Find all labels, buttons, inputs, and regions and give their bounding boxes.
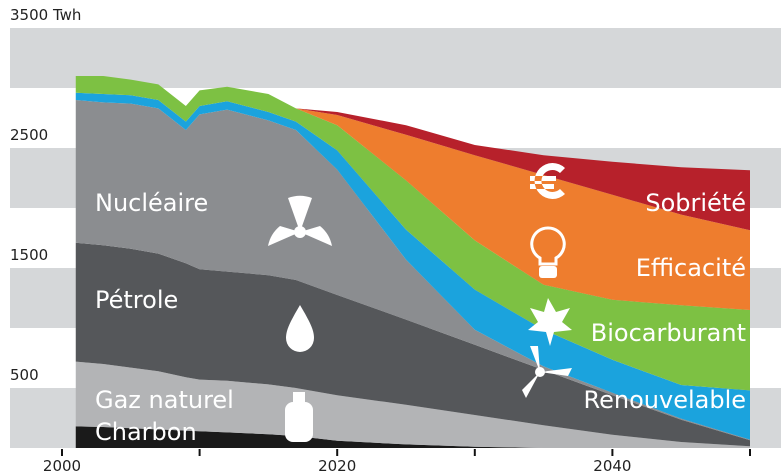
area [75, 242, 750, 447]
icon-leaf [528, 298, 572, 346]
area [75, 76, 750, 310]
series-label: Pétrole [95, 286, 178, 314]
series-label: Renouvelable [584, 386, 746, 414]
series-label: Efficacité [636, 254, 746, 282]
y-tick-label: 500 [10, 366, 39, 384]
icon-gas [285, 402, 313, 442]
area [75, 100, 750, 441]
series-label: Biocarburant [591, 319, 746, 347]
grid-band [10, 28, 781, 88]
icon-euro [530, 163, 565, 199]
icon-drop [286, 305, 314, 352]
icon-radiation [268, 226, 300, 246]
icons [268, 163, 572, 442]
x-tick-label: 2000 [43, 457, 81, 475]
area [75, 76, 750, 391]
series-label: Gaz naturel [95, 386, 234, 414]
area [75, 92, 750, 440]
icon-bulb [539, 266, 557, 278]
y-tick-label: 3500 Twh [10, 6, 81, 24]
icon-gas [293, 392, 305, 402]
series-label: Charbon [95, 418, 197, 446]
series-label: Nucléaire [95, 189, 208, 217]
x-tick-label: 2020 [318, 457, 356, 475]
series-label: Sobriété [645, 189, 746, 217]
y-tick-label: 1500 [10, 246, 48, 264]
area [75, 426, 750, 448]
y-tick-label: 2500 [10, 126, 48, 144]
icon-radiation [288, 195, 312, 232]
icon-radiation [300, 226, 332, 246]
icon-bulb [530, 226, 566, 266]
area [75, 76, 750, 231]
area [75, 361, 750, 448]
icon-wind [522, 346, 572, 398]
x-tick-label: 2040 [593, 457, 631, 475]
